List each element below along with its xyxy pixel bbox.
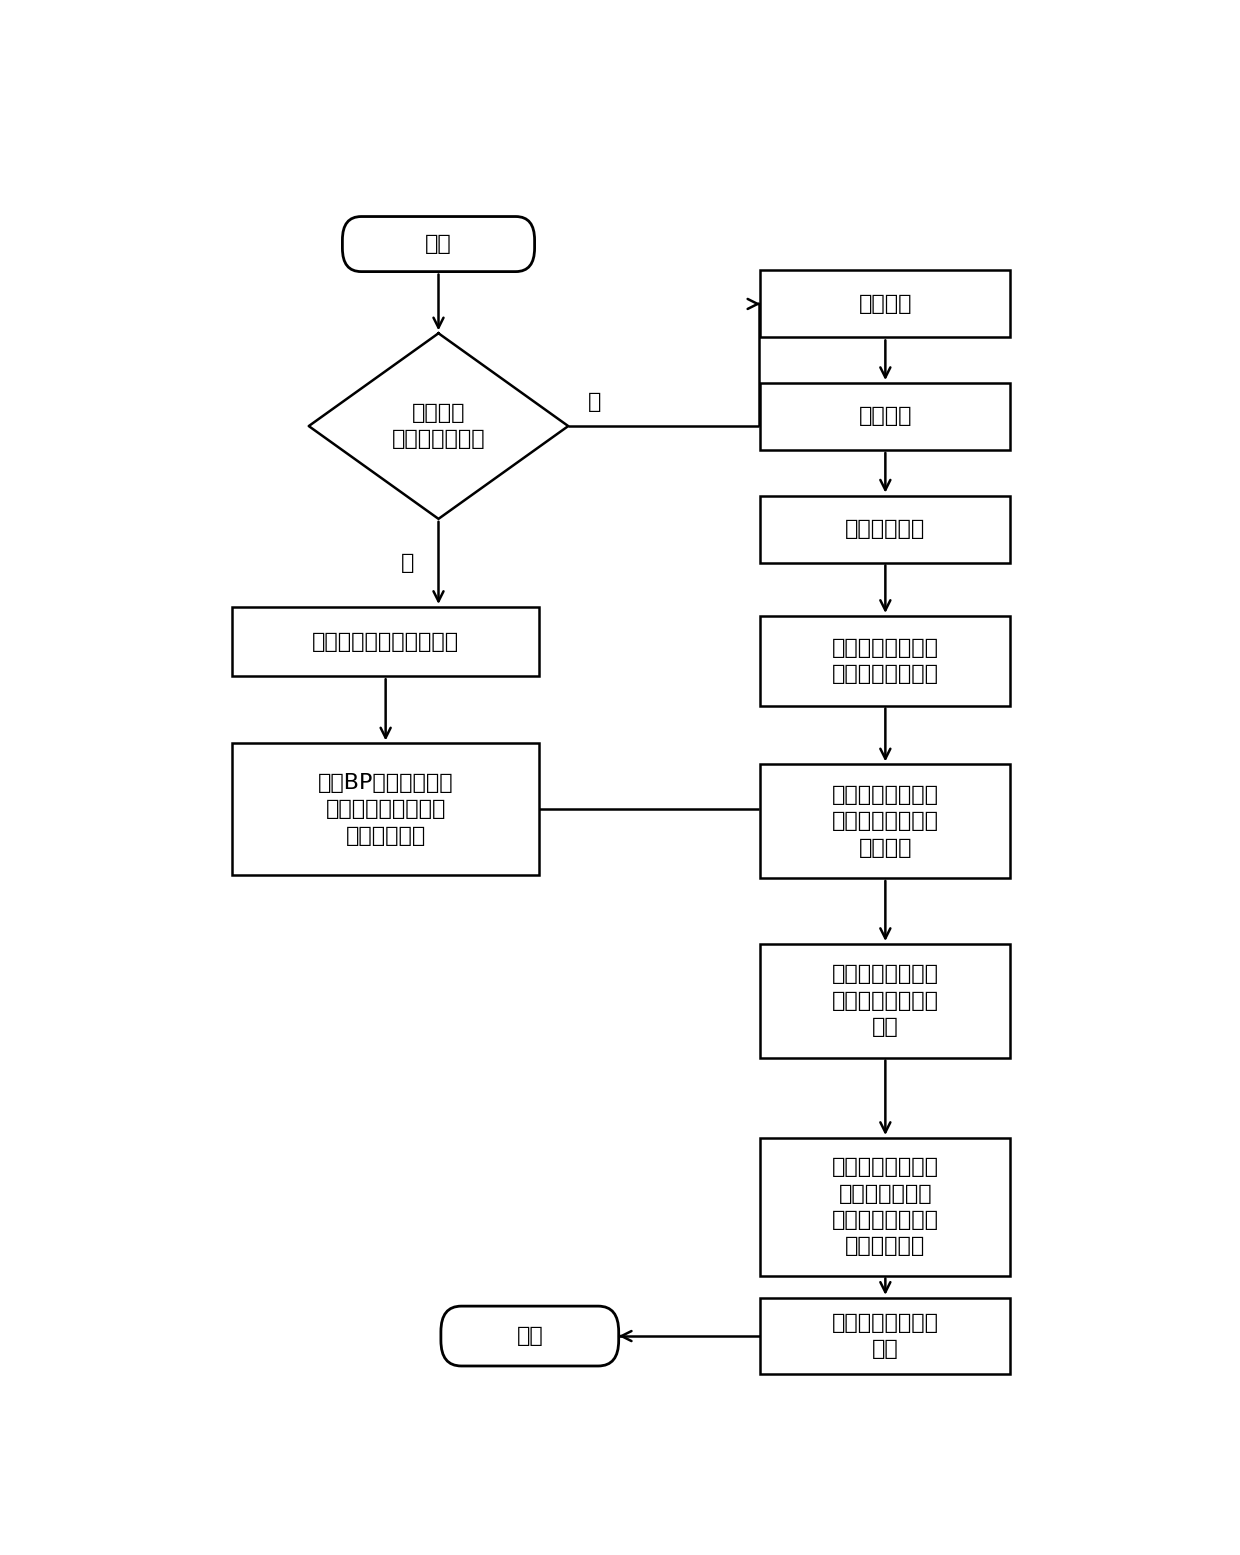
Bar — [760, 1298, 1011, 1375]
Text: 获取待检测工件轮
廓边缘，计算像素
距离: 获取待检测工件轮 廓边缘，计算像素 距离 — [832, 964, 939, 1037]
Bar — [760, 1138, 1011, 1275]
Text: 计算出工件的实际
尺寸: 计算出工件的实际 尺寸 — [832, 1312, 939, 1359]
Bar — [760, 496, 1011, 563]
Bar — [760, 383, 1011, 449]
Text: 利用BP算法对人工神
经网络进行训练，并
保存权值矩阵: 利用BP算法对人工神 经网络进行训练，并 保存权值矩阵 — [317, 773, 454, 846]
Text: 激光测距: 激光测距 — [858, 406, 913, 426]
Text: 相机标定: 相机标定 — [858, 294, 913, 314]
FancyBboxPatch shape — [342, 216, 534, 272]
Bar — [232, 606, 539, 676]
Text: 通过标定参数与激
光测距得到的高
度，计算出单位像
素的实际大小: 通过标定参数与激 光测距得到的高 度，计算出单位像 素的实际大小 — [832, 1157, 939, 1256]
Text: 结束: 结束 — [516, 1326, 543, 1347]
Text: 利用人工神经网络
判断识别工件尺寸
是否合格: 利用人工神经网络 判断识别工件尺寸 是否合格 — [832, 785, 939, 858]
Bar — [760, 616, 1011, 706]
Text: 是: 是 — [401, 554, 414, 572]
Text: 提取缺陷样本的特征信息: 提取缺陷样本的特征信息 — [312, 631, 459, 652]
Text: 否: 否 — [588, 392, 601, 412]
FancyBboxPatch shape — [441, 1306, 619, 1365]
Text: 开始: 开始 — [425, 235, 451, 253]
Bar — [760, 765, 1011, 879]
Bar — [760, 944, 1011, 1057]
Text: 对被检测工件图像
进行特征信息提取: 对被检测工件图像 进行特征信息提取 — [832, 638, 939, 684]
Text: 是否训练
人工神经网络？: 是否训练 人工神经网络？ — [392, 403, 485, 449]
Text: 获取采集区域: 获取采集区域 — [846, 519, 925, 540]
Bar — [232, 743, 539, 875]
Bar — [760, 271, 1011, 337]
